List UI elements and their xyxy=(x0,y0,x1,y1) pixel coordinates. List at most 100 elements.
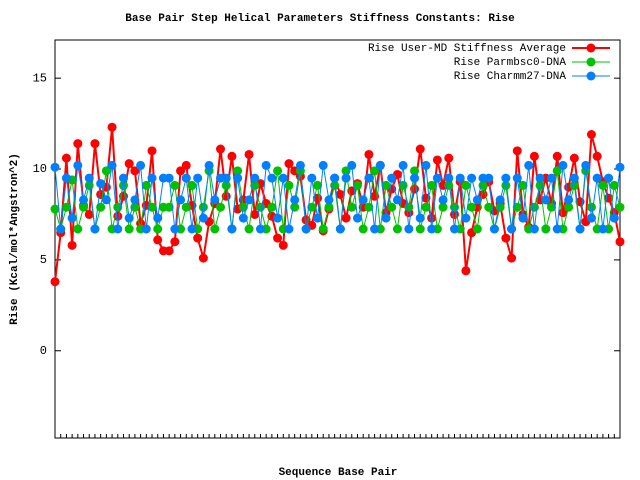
point xyxy=(273,166,283,176)
point xyxy=(370,224,380,234)
point xyxy=(250,209,260,219)
point xyxy=(198,253,208,263)
point xyxy=(153,235,163,245)
point xyxy=(210,224,220,234)
point xyxy=(96,179,106,189)
point xyxy=(147,173,157,183)
point xyxy=(472,224,482,234)
point xyxy=(255,224,265,234)
point xyxy=(107,160,117,170)
point xyxy=(547,173,557,183)
point xyxy=(153,224,163,234)
point xyxy=(489,224,499,234)
point xyxy=(558,160,568,170)
point xyxy=(330,173,340,183)
point xyxy=(335,224,345,234)
point xyxy=(130,166,140,176)
point xyxy=(216,202,226,212)
legend-label: Rise User-MD Stiffness Average xyxy=(368,43,566,55)
point xyxy=(421,160,431,170)
point xyxy=(438,202,448,212)
chart-title: Base Pair Step Helical Parameters Stiffn… xyxy=(125,13,515,25)
point xyxy=(427,224,437,234)
point xyxy=(250,173,260,183)
point xyxy=(592,151,602,161)
legend-marker xyxy=(586,71,596,81)
point xyxy=(118,173,128,183)
point xyxy=(318,160,328,170)
point xyxy=(221,173,231,183)
point xyxy=(227,151,237,161)
point xyxy=(187,180,197,190)
point xyxy=(569,153,579,163)
point xyxy=(67,213,77,223)
point xyxy=(284,159,294,169)
point xyxy=(529,151,539,161)
point xyxy=(547,202,557,212)
point xyxy=(164,173,174,183)
point xyxy=(324,195,334,205)
point xyxy=(73,160,83,170)
point xyxy=(370,166,380,176)
point xyxy=(495,195,505,205)
point xyxy=(113,224,123,234)
point xyxy=(507,253,517,263)
point xyxy=(170,224,180,234)
point xyxy=(524,160,534,170)
point xyxy=(267,173,277,183)
point xyxy=(564,195,574,205)
legend-marker xyxy=(586,43,596,53)
point xyxy=(181,160,191,170)
point xyxy=(615,162,625,172)
point xyxy=(164,202,174,212)
point xyxy=(518,180,528,190)
point xyxy=(364,202,374,212)
y-tick-label: 5 xyxy=(40,253,47,267)
point xyxy=(467,202,477,212)
point xyxy=(147,202,157,212)
point xyxy=(176,195,186,205)
point xyxy=(238,213,248,223)
point xyxy=(404,224,414,234)
point xyxy=(301,224,311,234)
point xyxy=(198,202,208,212)
point xyxy=(432,155,442,165)
point xyxy=(164,246,174,256)
point xyxy=(50,162,60,172)
point xyxy=(130,202,140,212)
point xyxy=(295,160,305,170)
point xyxy=(564,202,574,212)
point xyxy=(216,144,226,154)
point xyxy=(535,173,545,183)
point xyxy=(586,202,596,212)
point xyxy=(313,180,323,190)
point xyxy=(233,166,243,176)
point xyxy=(141,180,151,190)
point xyxy=(598,180,608,190)
point xyxy=(61,202,71,212)
point xyxy=(73,139,83,149)
point xyxy=(141,224,151,234)
point xyxy=(375,160,385,170)
point xyxy=(193,233,203,243)
point xyxy=(181,202,191,212)
point xyxy=(267,202,277,212)
point xyxy=(575,224,585,234)
point xyxy=(461,213,471,223)
point xyxy=(290,195,300,205)
point xyxy=(278,173,288,183)
point xyxy=(244,195,254,205)
point xyxy=(569,173,579,183)
point xyxy=(552,151,562,161)
point xyxy=(609,213,619,223)
point xyxy=(392,195,402,205)
point xyxy=(341,173,351,183)
point xyxy=(181,173,191,183)
point xyxy=(415,224,425,234)
point xyxy=(467,173,477,183)
point xyxy=(438,195,448,205)
point xyxy=(244,149,254,159)
y-tick-label: 0 xyxy=(40,344,47,358)
point xyxy=(130,195,140,205)
